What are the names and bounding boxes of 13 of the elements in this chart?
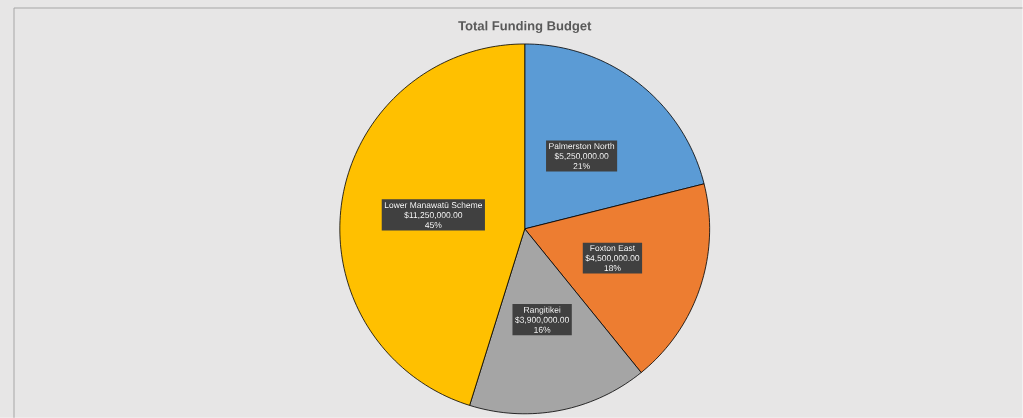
slice-label: Foxton East (590, 245, 636, 251)
text: 18% (604, 264, 621, 271)
text: 45% (425, 221, 442, 228)
data-label: $5,250,000.00 (554, 152, 609, 160)
text: 21% (573, 162, 590, 169)
text: 16% (534, 326, 551, 333)
slice-label: Palmerston North (549, 142, 615, 149)
slice-label: Rangitikei (524, 306, 561, 315)
data-label: $11,250,000.00 (404, 211, 463, 219)
data-label: $4,500,000.00 (585, 254, 640, 262)
chart-title: Total Funding Budget (458, 20, 592, 33)
data-label: $3,900,000.00 (515, 316, 569, 324)
slice-label: Lower Manawatū Scheme (384, 201, 483, 208)
